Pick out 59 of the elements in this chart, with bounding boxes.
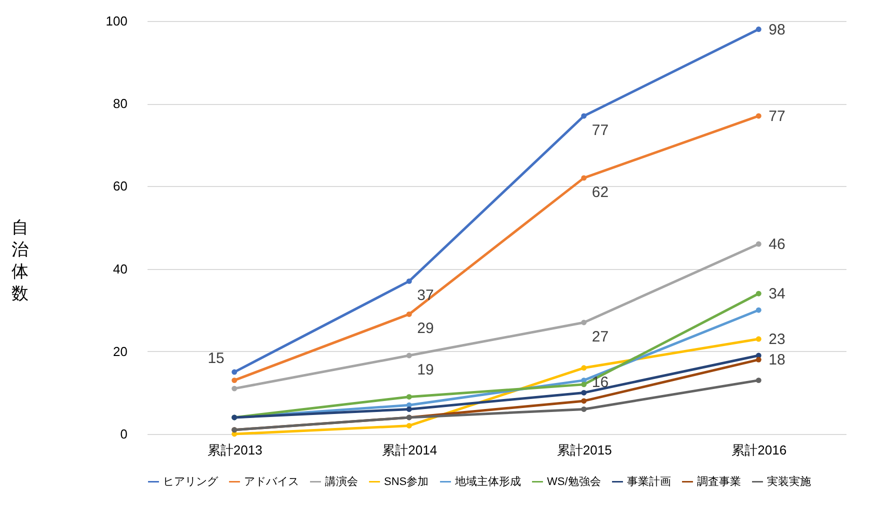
- data-label: 46: [768, 236, 786, 254]
- y-tick-label: 60: [113, 178, 128, 194]
- x-tick-label: 累計2013: [207, 442, 262, 458]
- point: [406, 311, 412, 317]
- data-label: 62: [592, 184, 609, 201]
- point: [581, 398, 587, 404]
- y-tick-label: 40: [113, 261, 128, 276]
- point: [581, 320, 587, 326]
- legend-label: ヒアリング: [163, 476, 219, 488]
- y-axis-title: 自治体数: [11, 218, 28, 303]
- legend-label: 調査事業: [697, 474, 741, 488]
- data-label: 18: [768, 352, 786, 369]
- point: [581, 382, 587, 388]
- legend-label: アドバイス: [244, 476, 299, 488]
- point: [581, 390, 587, 396]
- point: [581, 365, 587, 371]
- legend-label: 講演会: [325, 474, 358, 488]
- point: [406, 278, 412, 284]
- y-tick-label: 0: [120, 426, 128, 442]
- point: [756, 113, 762, 119]
- point: [232, 386, 238, 392]
- data-label: 37: [417, 287, 434, 304]
- point: [406, 352, 412, 358]
- point: [756, 290, 762, 296]
- data-label: 29: [417, 320, 434, 338]
- x-tick-label: 累計2015: [556, 442, 612, 458]
- point: [756, 356, 762, 362]
- data-label: 19: [417, 362, 434, 379]
- y-tick-label: 100: [106, 14, 128, 28]
- point: [406, 394, 412, 400]
- data-label: 23: [768, 331, 786, 348]
- point: [232, 369, 238, 375]
- x-tick-label: 累計2016: [732, 442, 787, 458]
- point: [756, 26, 762, 32]
- data-label: 34: [768, 286, 786, 303]
- y-tick-label: 80: [113, 96, 128, 112]
- legend-label: 実装実施: [767, 474, 811, 488]
- data-label: 16: [592, 374, 609, 391]
- x-tick-label: 累計2014: [382, 442, 438, 458]
- point: [756, 378, 762, 384]
- data-label: 98: [768, 21, 786, 38]
- point: [756, 336, 762, 342]
- legend-label: SNS参加: [384, 474, 429, 488]
- point: [581, 406, 587, 412]
- point: [406, 406, 412, 412]
- point: [581, 175, 587, 181]
- data-label: 77: [592, 122, 609, 139]
- point: [581, 113, 587, 119]
- data-label: 15: [208, 350, 224, 368]
- data-label: 27: [592, 328, 609, 346]
- legend-label: WS/勉強会: [547, 476, 601, 488]
- y-tick-label: 20: [113, 344, 128, 359]
- data-label: 77: [768, 108, 786, 125]
- point: [756, 241, 762, 247]
- legend-label: 地域主体形成: [454, 474, 521, 488]
- legend-label: 事業計画: [627, 474, 671, 488]
- point: [756, 307, 762, 313]
- point: [232, 378, 238, 384]
- point: [406, 423, 412, 428]
